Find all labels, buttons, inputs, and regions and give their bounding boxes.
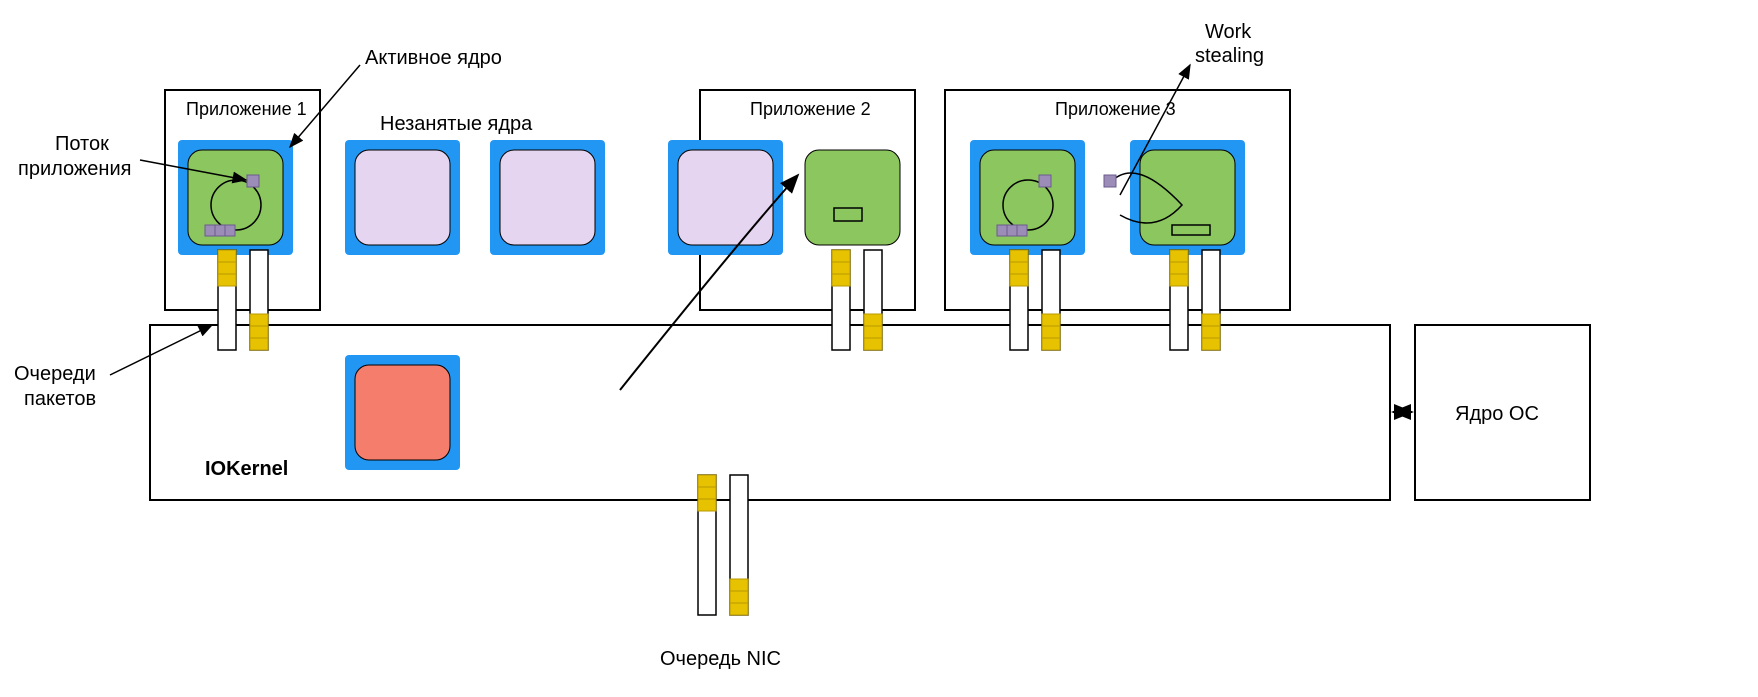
work-stealing-label-1: Work [1205,21,1252,43]
architecture-diagram: IOKernel Ядро ОС Приложение 1 Приложение… [0,0,1758,697]
app2-label: Приложение 2 [750,99,871,119]
app2-idle-core [678,150,773,245]
app2-active-core [805,150,900,245]
app3-core-2 [1140,150,1235,245]
os-kernel-label: Ядро ОС [1455,403,1539,425]
nic-queue-label: Очередь NIC [660,648,781,670]
active-core-label: Активное ядро [365,47,502,69]
packet-queues-label-1: Очереди [14,363,96,385]
app-thread-label-2: приложения [18,158,131,180]
iokernel-core [355,365,450,460]
idle-cores-label: Незанятые ядра [380,113,533,135]
idle-core-2 [500,150,595,245]
app3-label: Приложение 3 [1055,99,1176,119]
idle-core-1 [355,150,450,245]
iokernel-box [150,325,1390,500]
app-thread-label-1: Поток [55,133,109,155]
app1-label: Приложение 1 [186,99,307,119]
work-stealing-label-2: stealing [1195,45,1264,67]
packet-queues-label-2: пакетов [24,388,96,410]
packet-queues-arrow [110,325,212,375]
iokernel-label: IOKernel [205,458,288,480]
